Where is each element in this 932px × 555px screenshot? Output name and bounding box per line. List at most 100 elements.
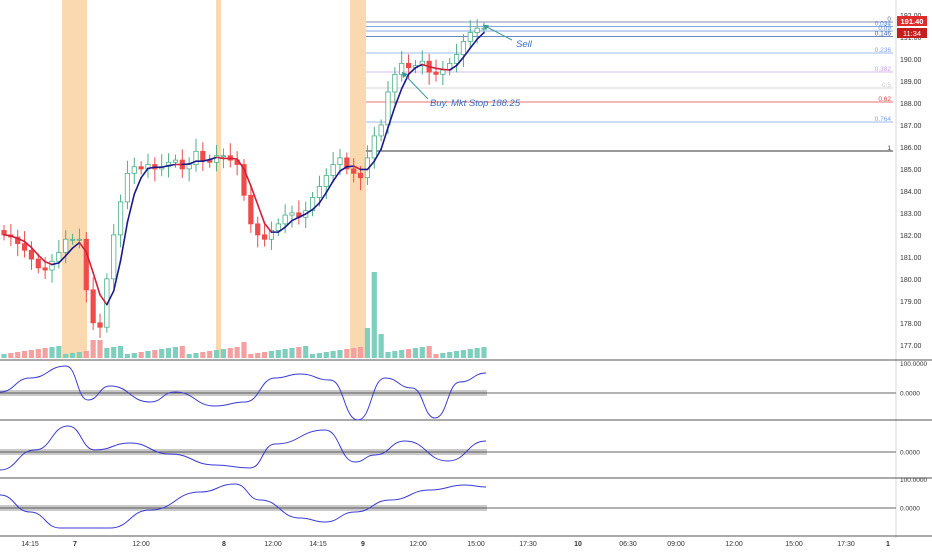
- price-tick-label: 188.00: [900, 101, 922, 108]
- moving-average-segment: [167, 163, 177, 167]
- volume-bar: [433, 354, 439, 358]
- volume-bar: [241, 342, 247, 358]
- oscillator-tick: 100.0000: [900, 477, 927, 484]
- candle-body: [474, 27, 480, 33]
- moving-average-segment: [133, 176, 142, 195]
- candle-body: [268, 230, 275, 240]
- candle-body: [138, 166, 144, 170]
- moving-average-segment: [188, 160, 197, 165]
- candle-body: [90, 289, 96, 324]
- time-tick-label: 14:15: [21, 541, 39, 548]
- moving-average-segment: [23, 240, 33, 249]
- moving-average-segment: [277, 226, 286, 233]
- volume-bar: [104, 348, 110, 358]
- fib-label: 0.5: [882, 82, 891, 89]
- moving-average-segment: [291, 216, 300, 222]
- volume-bar: [399, 350, 405, 358]
- time-tick-label: 09:00: [667, 541, 685, 548]
- moving-average-segment: [208, 156, 218, 161]
- volume-bar: [165, 348, 172, 358]
- candle-body: [330, 164, 336, 176]
- moving-average-segment: [352, 165, 362, 171]
- price-tick-label: 180.00: [900, 277, 922, 284]
- volume-bar: [357, 347, 364, 358]
- candle-body: [213, 155, 220, 163]
- candle-body: [440, 69, 446, 75]
- volume-bar: [412, 348, 419, 358]
- candle-body: [261, 234, 268, 240]
- moving-average-segment: [366, 160, 376, 171]
- moving-average-segment: [380, 126, 389, 150]
- candle-body: [56, 252, 62, 262]
- time-tick-label: 12:00: [264, 541, 282, 548]
- moving-average-segment: [64, 247, 74, 257]
- candle-body: [111, 234, 117, 280]
- moving-average-segment: [442, 68, 451, 71]
- volume-bar: [186, 354, 192, 358]
- volume-bar: [392, 351, 398, 358]
- fib-label: 0.382: [875, 66, 892, 73]
- moving-average-segment: [229, 157, 238, 160]
- volume-bar: [49, 347, 55, 358]
- moving-average-segment: [373, 148, 382, 163]
- volume-bar: [385, 352, 391, 358]
- price-tick-label: 189.00: [900, 79, 922, 86]
- volume-bar: [207, 351, 213, 358]
- oscillator-tick: 100.0000: [900, 361, 927, 368]
- moving-average-segment: [400, 73, 410, 90]
- volume-bar: [460, 350, 467, 358]
- moving-average-segment: [476, 31, 485, 40]
- time-tick-label: 12:00: [409, 541, 427, 548]
- moving-average-segment: [346, 165, 355, 168]
- volume-bar: [111, 347, 117, 358]
- session-highlight-9: [350, 0, 366, 358]
- moving-average-segment: [332, 170, 341, 182]
- moving-average-segment: [126, 193, 136, 224]
- time-tick-label: 7: [73, 541, 77, 548]
- moving-average-segment: [435, 67, 444, 71]
- moving-average-segment: [339, 165, 348, 172]
- time-tick-label: 12:00: [132, 541, 150, 548]
- time-tick-label: 17:30: [519, 541, 537, 548]
- annotation-buy: Buy. Mkt Stop 188.25: [430, 98, 521, 109]
- volume-bar: [296, 347, 302, 358]
- candle-body: [193, 150, 199, 165]
- volume-bar: [447, 352, 453, 358]
- moving-average-segment: [311, 202, 321, 211]
- moving-average-segment: [85, 251, 94, 274]
- fib-label: 0.09: [878, 25, 891, 32]
- volume-bar: [440, 353, 446, 358]
- moving-average-segment: [106, 290, 115, 306]
- candle-body: [69, 238, 76, 241]
- bar-countdown: 11:34: [903, 29, 921, 38]
- candle-body: [35, 258, 41, 269]
- volume-bar: [159, 349, 165, 358]
- candle-body: [28, 249, 35, 260]
- volume-bar: [56, 346, 62, 358]
- candle-body: [241, 164, 247, 196]
- candle-body: [337, 157, 343, 165]
- moving-average-segment: [455, 56, 465, 67]
- moving-average-segment: [215, 156, 225, 160]
- candle-body: [357, 172, 364, 179]
- volume-bar: [21, 351, 28, 358]
- price-tick-label: 177.00: [900, 343, 922, 350]
- buy-arrow: [401, 71, 429, 100]
- volume-bar: [282, 349, 288, 358]
- volume-bar: [90, 340, 96, 358]
- moving-average-segment: [263, 222, 273, 233]
- candle-body: [433, 71, 439, 75]
- moving-average-segment: [462, 47, 472, 59]
- candle-body: [289, 212, 295, 216]
- volume-bar: [35, 349, 41, 358]
- volume-bar: [124, 354, 131, 358]
- time-tick-label: 17:30: [837, 541, 855, 548]
- volume-bar: [419, 347, 425, 358]
- sell-arrow: [482, 24, 513, 41]
- volume-bar: [97, 340, 103, 358]
- volume-bar: [83, 351, 89, 358]
- candle-body: [97, 322, 103, 328]
- volume-bar: [378, 334, 384, 358]
